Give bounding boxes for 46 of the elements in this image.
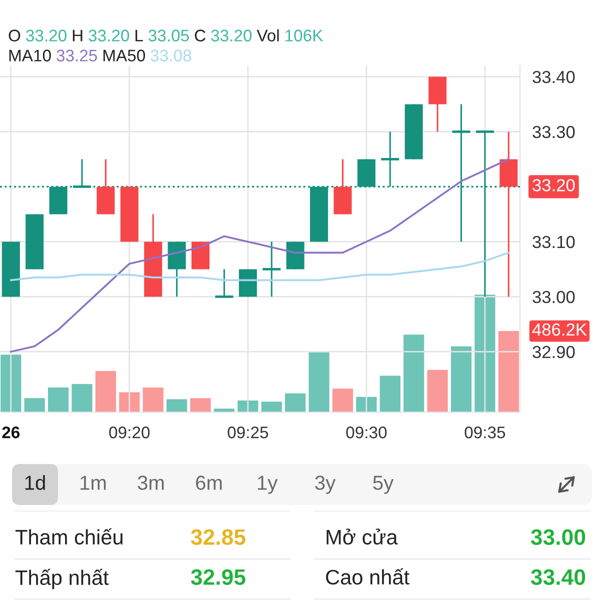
data-label: 32.85 [190, 529, 246, 545]
bar [308, 352, 330, 412]
category-label: Mở cửa [326, 528, 398, 545]
text: 1d [25, 475, 45, 490]
category-label: Thấp nhất [15, 568, 109, 590]
category-label: Cao nhất [326, 568, 410, 585]
bar [404, 334, 424, 412]
text: 5y [373, 476, 394, 494]
text: MA10 33.25 MA50 33.08 [9, 50, 192, 62]
text: 1y [258, 476, 278, 494]
text: 3m [138, 476, 164, 490]
bar [332, 388, 354, 412]
line-series [10, 252, 510, 282]
y-tick-label: 32.90 [532, 346, 575, 358]
bar [380, 376, 400, 412]
bar [498, 331, 519, 412]
x-tick-label: 09:20 [109, 426, 150, 438]
bar [427, 370, 448, 412]
bar [450, 346, 472, 412]
text: O 33.20 H 33.20 L 33.05 C 33.20 Vol 106K [8, 29, 324, 42]
bar [285, 393, 306, 412]
bar [48, 388, 69, 412]
bar [24, 398, 45, 412]
bar [166, 399, 188, 412]
x-tick-label: 26 [2, 426, 20, 438]
y-tick-label: 33.30 [532, 126, 575, 138]
bar [142, 388, 164, 412]
bar [0, 354, 22, 412]
y-tick-label: 33.10 [532, 236, 575, 248]
ref-line-label: 33.20 [532, 179, 575, 192]
y-tick-label: 33.40 [532, 70, 575, 84]
text: 486.2K [532, 323, 587, 336]
text: 3y [315, 476, 336, 494]
x-tick-label: 09:25 [228, 426, 268, 438]
bar [190, 398, 211, 412]
bar [95, 371, 116, 412]
x-tick-label: 09:30 [346, 426, 387, 438]
text: 6m [196, 476, 222, 490]
data-label: 32.95 [190, 569, 246, 585]
text: 1m [80, 476, 106, 490]
x-tick-label: 09:35 [464, 426, 506, 438]
bar [119, 392, 140, 412]
category-label: Tham chiếu [15, 528, 122, 545]
y-tick-label: 33.00 [532, 290, 575, 304]
bar [261, 402, 282, 412]
bar [72, 384, 92, 412]
